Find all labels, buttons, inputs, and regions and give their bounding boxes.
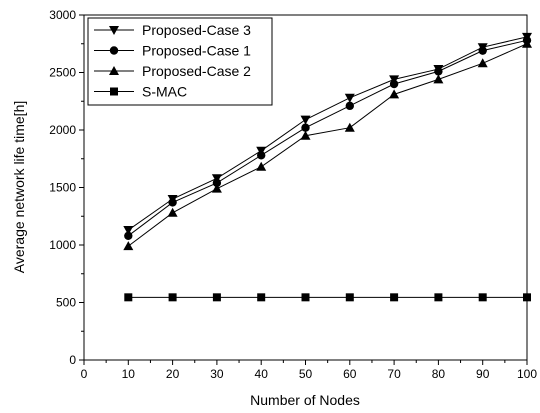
data-point bbox=[124, 231, 133, 240]
data-point bbox=[523, 293, 531, 302]
legend-marker bbox=[109, 46, 119, 55]
data-point bbox=[389, 89, 400, 99]
data-point bbox=[257, 151, 266, 160]
data-point bbox=[257, 293, 266, 302]
y-tick-label: 0 bbox=[69, 353, 76, 367]
data-point bbox=[389, 79, 399, 89]
x-tick-label: 70 bbox=[387, 367, 401, 381]
data-point bbox=[434, 67, 443, 76]
data-point bbox=[390, 293, 399, 302]
y-axis-title: Average network life time[h] bbox=[11, 101, 27, 274]
series-line-1 bbox=[128, 36, 528, 231]
legend-label: Proposed-Case 3 bbox=[142, 22, 251, 38]
data-point bbox=[345, 293, 354, 302]
data-point bbox=[344, 93, 355, 103]
data-point bbox=[168, 293, 177, 302]
data-point bbox=[478, 46, 487, 55]
data-point bbox=[301, 293, 310, 302]
data-point bbox=[124, 293, 133, 302]
data-point bbox=[211, 183, 222, 193]
y-tick-label: 2000 bbox=[49, 123, 76, 137]
x-tick-label: 10 bbox=[122, 367, 136, 381]
x-tick-label: 20 bbox=[166, 367, 180, 381]
data-point bbox=[345, 101, 354, 111]
legend-label: S-MAC bbox=[142, 84, 187, 100]
data-point bbox=[434, 293, 443, 302]
legend-marker bbox=[109, 26, 119, 35]
y-tick-label: 1000 bbox=[49, 238, 76, 252]
data-point bbox=[300, 115, 311, 125]
x-tick-label: 60 bbox=[343, 367, 357, 381]
legend-marker bbox=[109, 66, 119, 75]
data-point bbox=[344, 122, 355, 132]
y-tick-label: 1500 bbox=[49, 181, 76, 195]
series-layer bbox=[123, 32, 532, 302]
data-point bbox=[123, 226, 134, 236]
x-axis-title: Number of Nodes bbox=[250, 392, 360, 408]
data-point bbox=[478, 293, 487, 302]
data-point bbox=[301, 123, 310, 132]
y-tick-label: 500 bbox=[56, 296, 76, 310]
data-point bbox=[168, 198, 177, 207]
x-tick-label: 50 bbox=[299, 367, 313, 381]
data-point bbox=[167, 207, 178, 217]
data-point bbox=[123, 241, 134, 251]
y-tick-label: 3000 bbox=[49, 8, 76, 22]
legend-label: Proposed-Case 1 bbox=[142, 43, 251, 59]
y-tick-label: 2500 bbox=[49, 66, 76, 80]
x-tick-label: 30 bbox=[210, 367, 224, 381]
legend-marker bbox=[110, 87, 118, 96]
legend-box bbox=[87, 17, 273, 106]
series-line-2 bbox=[127, 39, 528, 237]
data-point bbox=[212, 178, 222, 188]
data-point bbox=[256, 161, 267, 171]
axis-ticks: 0 10 20 30 40 50 60 70 80 90 100050010001500200025… bbox=[49, 8, 537, 381]
data-point bbox=[212, 293, 221, 302]
x-tick-label: 40 bbox=[255, 367, 269, 381]
x-tick-label: 80 bbox=[432, 367, 446, 381]
data-point bbox=[477, 58, 488, 68]
x-tick-label: 90 bbox=[476, 367, 490, 381]
legend-label: Proposed-Case 2 bbox=[142, 63, 251, 79]
data-point bbox=[433, 74, 444, 84]
x-tick-label: 100 bbox=[517, 367, 537, 381]
data-point bbox=[522, 38, 532, 48]
legend: Proposed-Case 3 Proposed-Case 1 Proposed-C… bbox=[87, 17, 273, 106]
x-tick-label: 0 bbox=[81, 367, 88, 381]
data-point bbox=[300, 130, 311, 140]
series-line-3 bbox=[127, 43, 528, 247]
